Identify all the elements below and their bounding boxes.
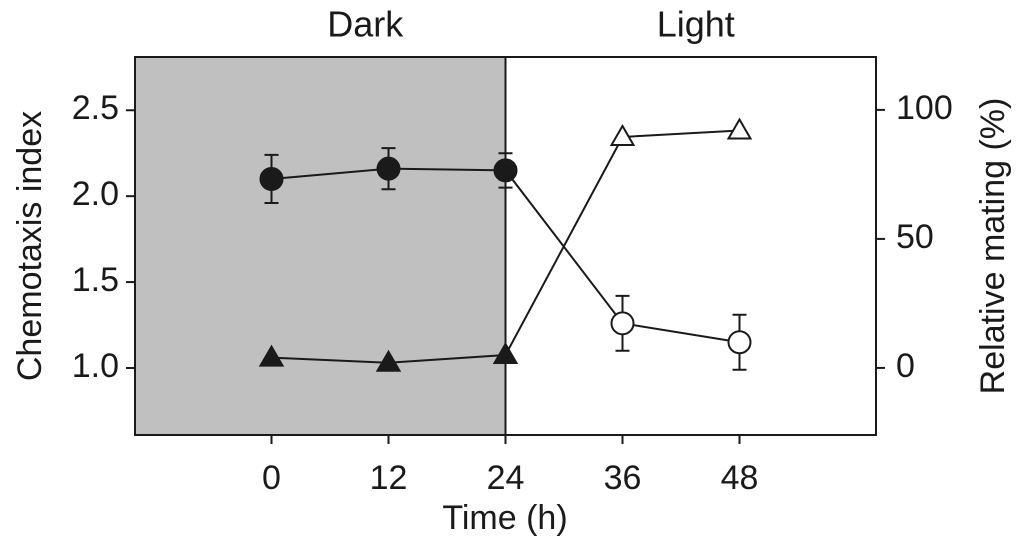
x-tick-label: 0 [262, 459, 281, 497]
data-point [610, 311, 635, 336]
data-point [258, 344, 285, 367]
y2-tick-label: 100 [896, 89, 953, 127]
x-tick-label: 24 [487, 459, 525, 497]
x-axis-title: Time (h) [442, 499, 567, 537]
y-tick-label: 1.0 [72, 347, 119, 385]
y-axis-title: Chemotaxis index [11, 111, 49, 381]
y-tick-label: 1.5 [72, 261, 119, 299]
dark-region [135, 57, 506, 435]
data-point [726, 117, 753, 140]
data-point [609, 123, 636, 146]
y2-axis-title: Relative mating (%) [974, 98, 1012, 395]
region-label: Dark [327, 4, 404, 45]
data-point [376, 156, 401, 181]
y-tick-label: 2.5 [72, 89, 119, 127]
data-point [492, 342, 519, 365]
data-point [727, 330, 752, 355]
data-point [259, 166, 284, 191]
data-point [493, 158, 518, 183]
y2-tick-label: 0 [896, 347, 915, 385]
region-label: Light [657, 4, 735, 45]
x-tick-label: 48 [721, 459, 759, 497]
x-tick-label: 36 [604, 459, 642, 497]
x-tick-label: 12 [370, 459, 408, 497]
y2-tick-label: 50 [896, 218, 934, 256]
data-point [375, 349, 402, 372]
y-tick-label: 2.0 [72, 175, 119, 213]
